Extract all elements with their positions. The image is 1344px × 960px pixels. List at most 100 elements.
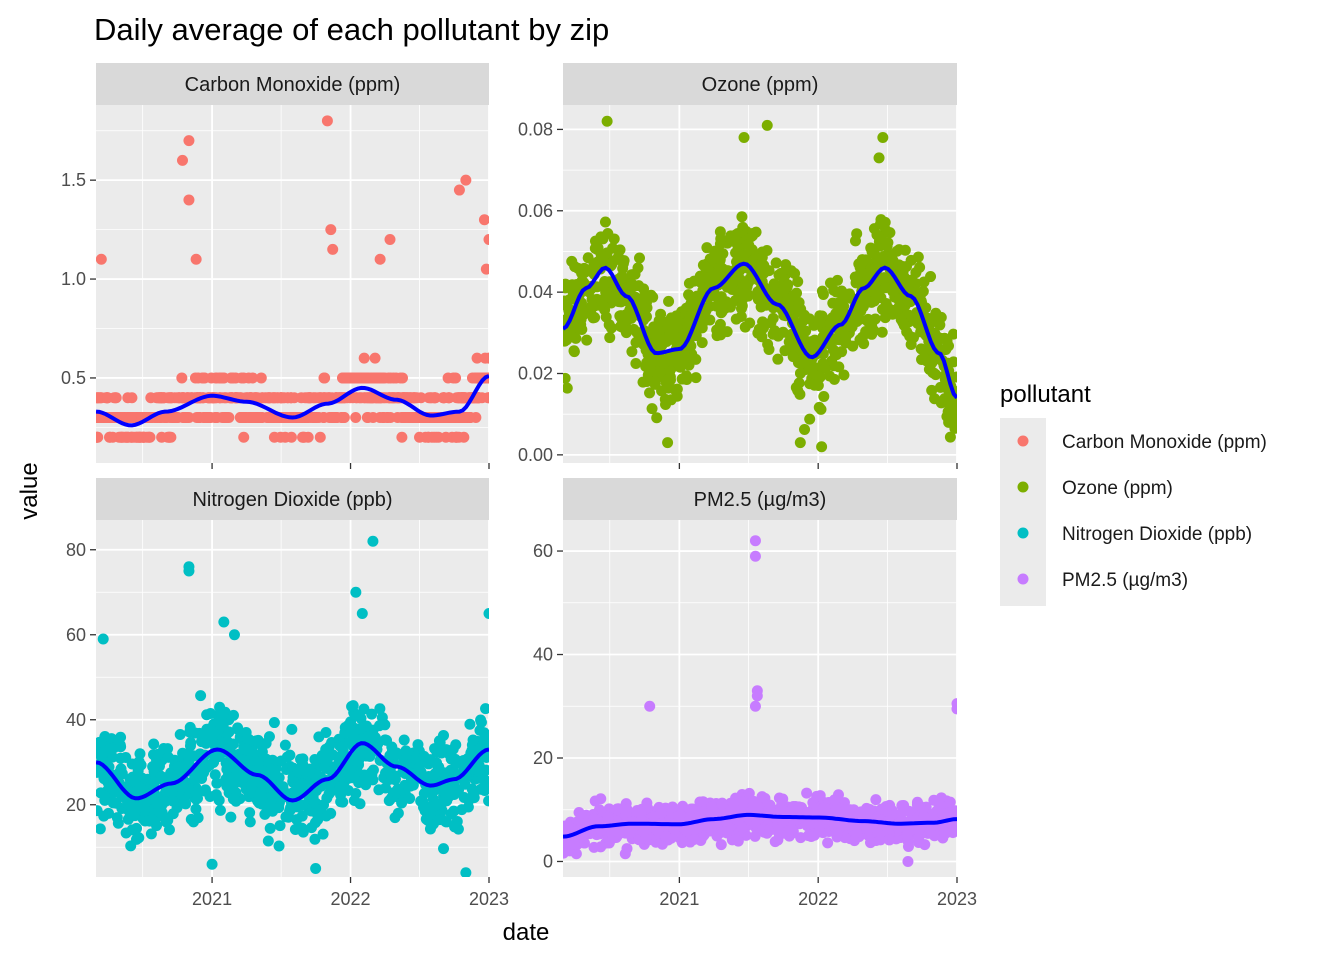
data-point — [597, 233, 609, 245]
data-point — [749, 535, 761, 547]
data-point — [794, 367, 806, 379]
data-point — [285, 431, 297, 443]
data-point — [641, 797, 653, 809]
data-point — [949, 824, 957, 836]
data-point — [256, 789, 268, 801]
data-point — [267, 392, 279, 404]
data-point — [129, 775, 141, 787]
data-point — [683, 277, 695, 289]
data-point — [915, 343, 927, 355]
data-point — [358, 352, 370, 364]
facet-strip — [96, 478, 489, 520]
legend-key — [1017, 573, 1029, 585]
data-point — [96, 823, 106, 835]
data-point — [607, 242, 619, 254]
data-point — [244, 816, 256, 828]
data-point — [205, 708, 217, 720]
legend-label: Nitrogen Dioxide (ppb) — [1062, 524, 1252, 545]
data-point — [865, 296, 877, 308]
data-point — [401, 746, 413, 758]
data-point — [120, 752, 132, 764]
data-point — [285, 392, 297, 404]
data-point — [563, 278, 571, 290]
data-point — [668, 823, 680, 835]
data-point — [475, 716, 487, 728]
data-point — [814, 790, 826, 802]
data-point — [350, 586, 362, 598]
data-point — [844, 820, 856, 832]
y-tick-label: 80 — [66, 540, 86, 560]
data-point — [768, 278, 780, 290]
data-point — [611, 803, 623, 815]
smooth-line — [563, 812, 957, 839]
chart-title: Daily average of each pollutant by zip — [94, 12, 609, 47]
data-point — [854, 334, 866, 346]
data-point — [913, 823, 925, 835]
data-point — [220, 773, 232, 785]
data-point — [259, 808, 271, 820]
y-tick-label: 0.00 — [518, 445, 553, 465]
data-point — [767, 328, 779, 340]
data-point — [190, 253, 202, 265]
data-point — [432, 431, 444, 443]
data-point — [738, 132, 750, 144]
data-point — [244, 807, 256, 819]
data-point — [404, 793, 416, 805]
data-point — [794, 437, 806, 449]
data-point — [818, 390, 830, 402]
data-point — [483, 608, 489, 619]
x-tick-label: 2022 — [331, 889, 371, 909]
data-point — [291, 814, 303, 826]
data-point — [874, 232, 886, 244]
data-point — [801, 787, 813, 799]
data-point — [389, 812, 401, 824]
data-point — [806, 363, 818, 375]
data-point — [633, 252, 645, 264]
data-point — [176, 372, 188, 384]
data-point — [608, 233, 620, 245]
data-point — [849, 271, 861, 283]
data-point — [902, 855, 914, 867]
data-point — [279, 739, 291, 751]
data-point — [804, 378, 816, 390]
data-point — [466, 783, 478, 795]
data-point — [795, 832, 807, 844]
data-point — [460, 867, 472, 877]
data-point — [943, 416, 955, 428]
data-point — [223, 726, 235, 738]
data-point — [480, 764, 489, 776]
data-point — [210, 789, 222, 801]
data-point — [96, 253, 107, 265]
data-point — [905, 339, 917, 351]
data-point — [350, 412, 362, 424]
data-point — [479, 352, 489, 364]
data-point — [880, 240, 892, 252]
data-point — [690, 372, 702, 384]
data-point — [107, 751, 119, 763]
data-point — [830, 804, 842, 816]
data-point — [321, 115, 333, 127]
data-point — [856, 256, 868, 268]
legend-key — [1017, 527, 1029, 539]
data-point — [730, 229, 742, 241]
data-point — [318, 372, 330, 384]
data-point — [591, 244, 603, 256]
data-point — [710, 271, 722, 283]
facet-strip-label: Ozone (ppm) — [702, 74, 819, 96]
legend-label: PM2.5 (µg/m3) — [1062, 570, 1188, 591]
data-point — [392, 783, 404, 795]
data-point — [369, 732, 381, 744]
data-point — [842, 806, 854, 818]
data-point — [685, 803, 697, 815]
data-point — [918, 810, 930, 822]
data-point — [384, 233, 396, 245]
data-point — [130, 786, 142, 798]
data-point — [749, 550, 761, 562]
data-point — [675, 357, 687, 369]
data-point — [483, 233, 489, 245]
data-point — [170, 412, 182, 424]
data-point — [214, 372, 226, 384]
data-point — [645, 289, 657, 301]
data-point — [458, 412, 470, 424]
data-point — [876, 326, 888, 338]
